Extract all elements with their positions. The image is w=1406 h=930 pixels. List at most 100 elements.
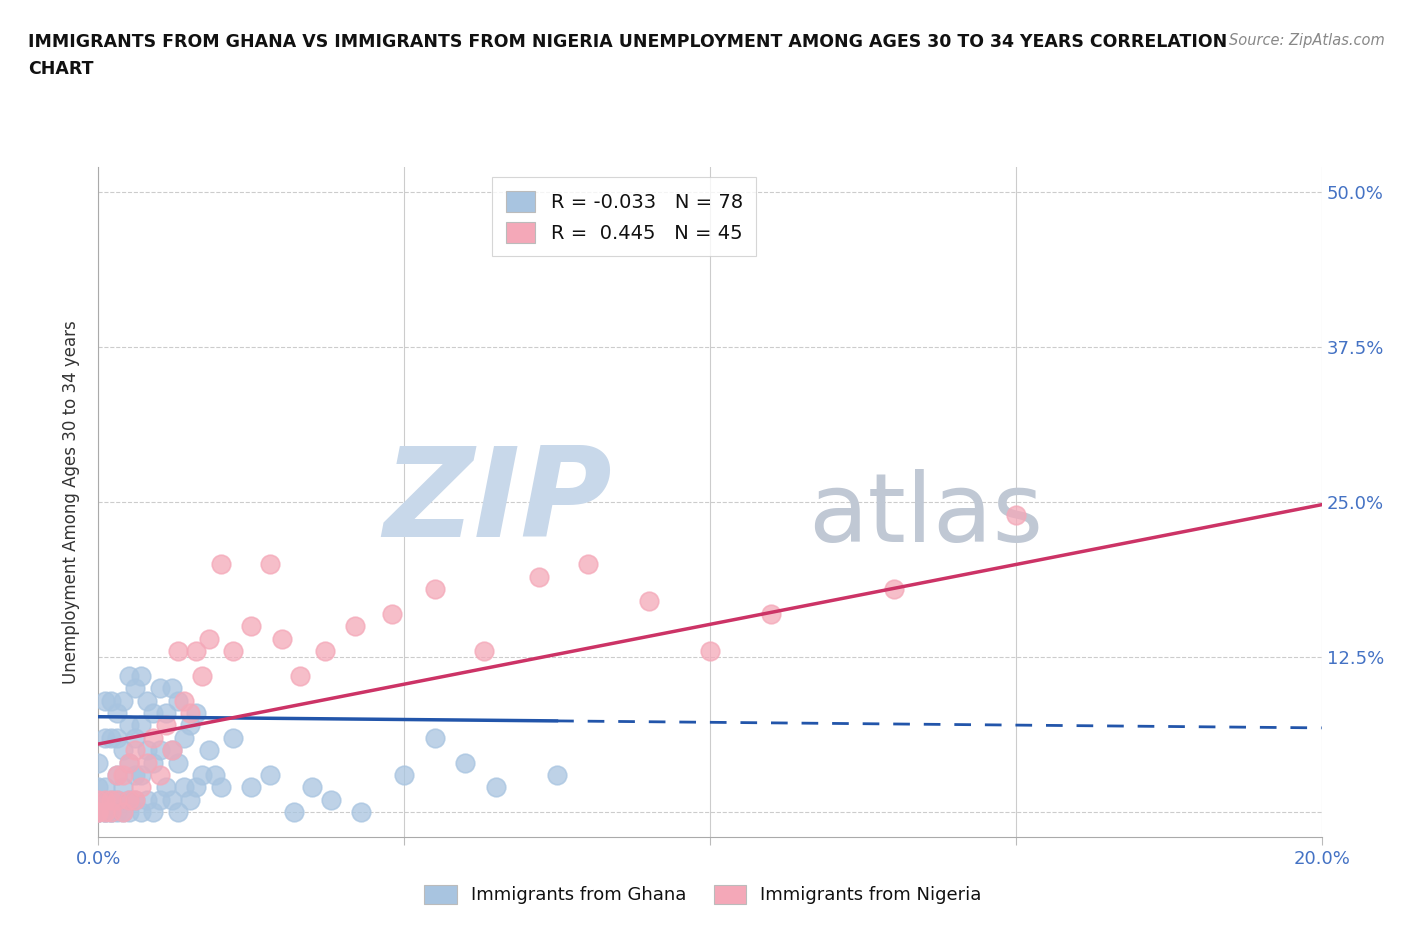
- Point: [105, 804, 128, 819]
- Point: [111, 693, 134, 708]
- Point: [87, 804, 110, 819]
- Point: [142, 730, 165, 745]
- Point: [93, 804, 115, 819]
- Point: [290, 669, 312, 684]
- Point: [87, 780, 110, 795]
- Point: [142, 804, 165, 819]
- Point: [111, 743, 134, 758]
- Point: [191, 669, 214, 684]
- Point: [100, 792, 122, 807]
- Point: [124, 743, 146, 758]
- Y-axis label: Unemployment Among Ages 30 to 34 years: Unemployment Among Ages 30 to 34 years: [62, 320, 80, 684]
- Point: [93, 792, 115, 807]
- Point: [186, 780, 208, 795]
- Point: [105, 767, 128, 782]
- Point: [87, 804, 110, 819]
- Point: [87, 804, 110, 819]
- Point: [136, 792, 159, 807]
- Point: [179, 706, 201, 721]
- Point: [136, 755, 159, 770]
- Point: [111, 767, 134, 782]
- Point: [576, 557, 599, 572]
- Point: [87, 804, 110, 819]
- Point: [118, 718, 141, 733]
- Point: [118, 669, 141, 684]
- Point: [173, 730, 195, 745]
- Point: [204, 767, 226, 782]
- Point: [105, 792, 128, 807]
- Point: [142, 706, 165, 721]
- Point: [111, 804, 134, 819]
- Point: [142, 755, 165, 770]
- Point: [105, 767, 128, 782]
- Point: [423, 581, 446, 596]
- Point: [93, 693, 115, 708]
- Point: [314, 644, 336, 658]
- Point: [100, 804, 122, 819]
- Point: [283, 804, 305, 819]
- Point: [160, 681, 183, 696]
- Point: [423, 730, 446, 745]
- Point: [136, 693, 159, 708]
- Point: [546, 767, 568, 782]
- Point: [186, 644, 208, 658]
- Point: [167, 804, 190, 819]
- Point: [197, 631, 219, 646]
- Point: [100, 693, 122, 708]
- Point: [173, 693, 195, 708]
- Point: [637, 594, 661, 609]
- Point: [259, 767, 281, 782]
- Point: [472, 644, 495, 658]
- Point: [179, 792, 201, 807]
- Point: [209, 557, 232, 572]
- Point: [118, 792, 141, 807]
- Point: [319, 792, 342, 807]
- Point: [87, 792, 110, 807]
- Point: [93, 730, 115, 745]
- Point: [100, 804, 122, 819]
- Point: [124, 792, 146, 807]
- Point: [149, 681, 172, 696]
- Point: [111, 780, 134, 795]
- Point: [105, 730, 128, 745]
- Point: [1004, 507, 1026, 522]
- Point: [124, 767, 146, 782]
- Point: [129, 718, 152, 733]
- Text: CHART: CHART: [28, 60, 94, 78]
- Legend: R = -0.033   N = 78, R =  0.445   N = 45: R = -0.033 N = 78, R = 0.445 N = 45: [492, 177, 756, 257]
- Text: ZIP: ZIP: [384, 442, 612, 563]
- Legend: Immigrants from Ghana, Immigrants from Nigeria: Immigrants from Ghana, Immigrants from N…: [418, 878, 988, 911]
- Point: [124, 792, 146, 807]
- Point: [173, 780, 195, 795]
- Point: [699, 644, 721, 658]
- Point: [222, 730, 245, 745]
- Point: [186, 706, 208, 721]
- Text: Source: ZipAtlas.com: Source: ZipAtlas.com: [1229, 33, 1385, 47]
- Point: [167, 693, 190, 708]
- Point: [124, 730, 146, 745]
- Point: [118, 755, 141, 770]
- Point: [197, 743, 219, 758]
- Point: [149, 743, 172, 758]
- Point: [485, 780, 508, 795]
- Point: [209, 780, 232, 795]
- Point: [87, 804, 110, 819]
- Point: [301, 780, 323, 795]
- Point: [100, 804, 122, 819]
- Point: [93, 804, 115, 819]
- Point: [167, 755, 190, 770]
- Point: [129, 767, 152, 782]
- Point: [759, 606, 782, 621]
- Point: [93, 780, 115, 795]
- Text: atlas: atlas: [808, 469, 1043, 562]
- Point: [381, 606, 404, 621]
- Point: [167, 644, 190, 658]
- Point: [179, 718, 201, 733]
- Point: [105, 792, 128, 807]
- Point: [149, 792, 172, 807]
- Point: [129, 669, 152, 684]
- Point: [240, 618, 263, 633]
- Point: [240, 780, 263, 795]
- Point: [100, 792, 122, 807]
- Point: [93, 792, 115, 807]
